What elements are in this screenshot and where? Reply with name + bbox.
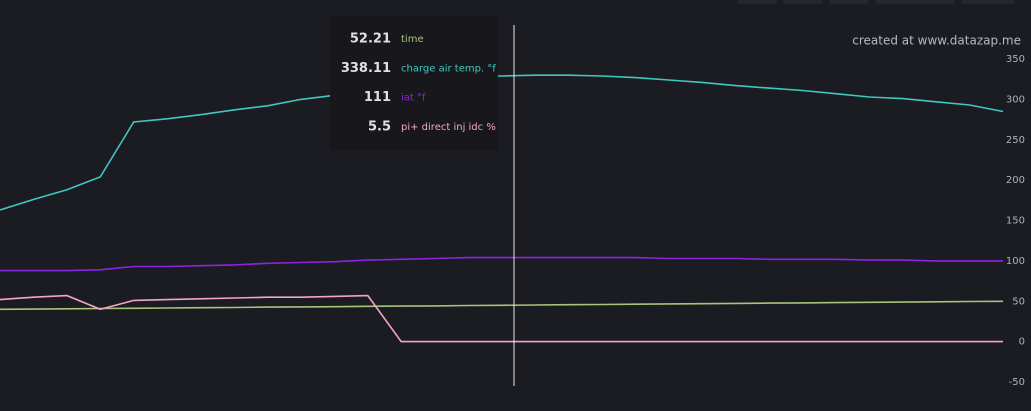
y-tick-label: -50: [1009, 377, 1025, 388]
series-line: [0, 74, 1004, 211]
y-tick-label: 100: [1006, 256, 1025, 267]
toolbar-button[interactable]: [875, 0, 955, 4]
toolbar-button[interactable]: [829, 0, 869, 4]
tooltip-label: time: [401, 34, 424, 45]
y-tick-label: 200: [1006, 175, 1025, 186]
y-tick-label: 150: [1006, 216, 1025, 227]
tooltip-value: 52.21: [350, 32, 391, 47]
y-tick-label: 250: [1006, 135, 1025, 146]
series-line: [0, 300, 1004, 311]
toolbar-button[interactable]: [737, 0, 777, 4]
toolbar-button[interactable]: [783, 0, 823, 4]
toolbar-button[interactable]: [961, 0, 1015, 4]
tooltip-label: pi+ direct inj idc %: [401, 122, 496, 133]
tooltip-value: 111: [364, 90, 391, 105]
tooltip-value: 338.11: [341, 61, 391, 76]
y-tick-label: 50: [1012, 296, 1025, 307]
y-tick-label: 300: [1006, 94, 1025, 105]
tooltip-value: 5.5: [368, 119, 391, 134]
y-tick-label: 350: [1006, 54, 1025, 65]
series-line: [0, 256, 1003, 272]
tooltip-label: iat °f: [401, 93, 426, 104]
watermark: created at www.datazap.me: [852, 34, 1021, 48]
series-line: [0, 294, 1003, 343]
tooltip-label: charge air temp. °f: [401, 63, 496, 74]
y-tick-label: 0: [1019, 337, 1025, 348]
tooltip: [330, 16, 498, 150]
